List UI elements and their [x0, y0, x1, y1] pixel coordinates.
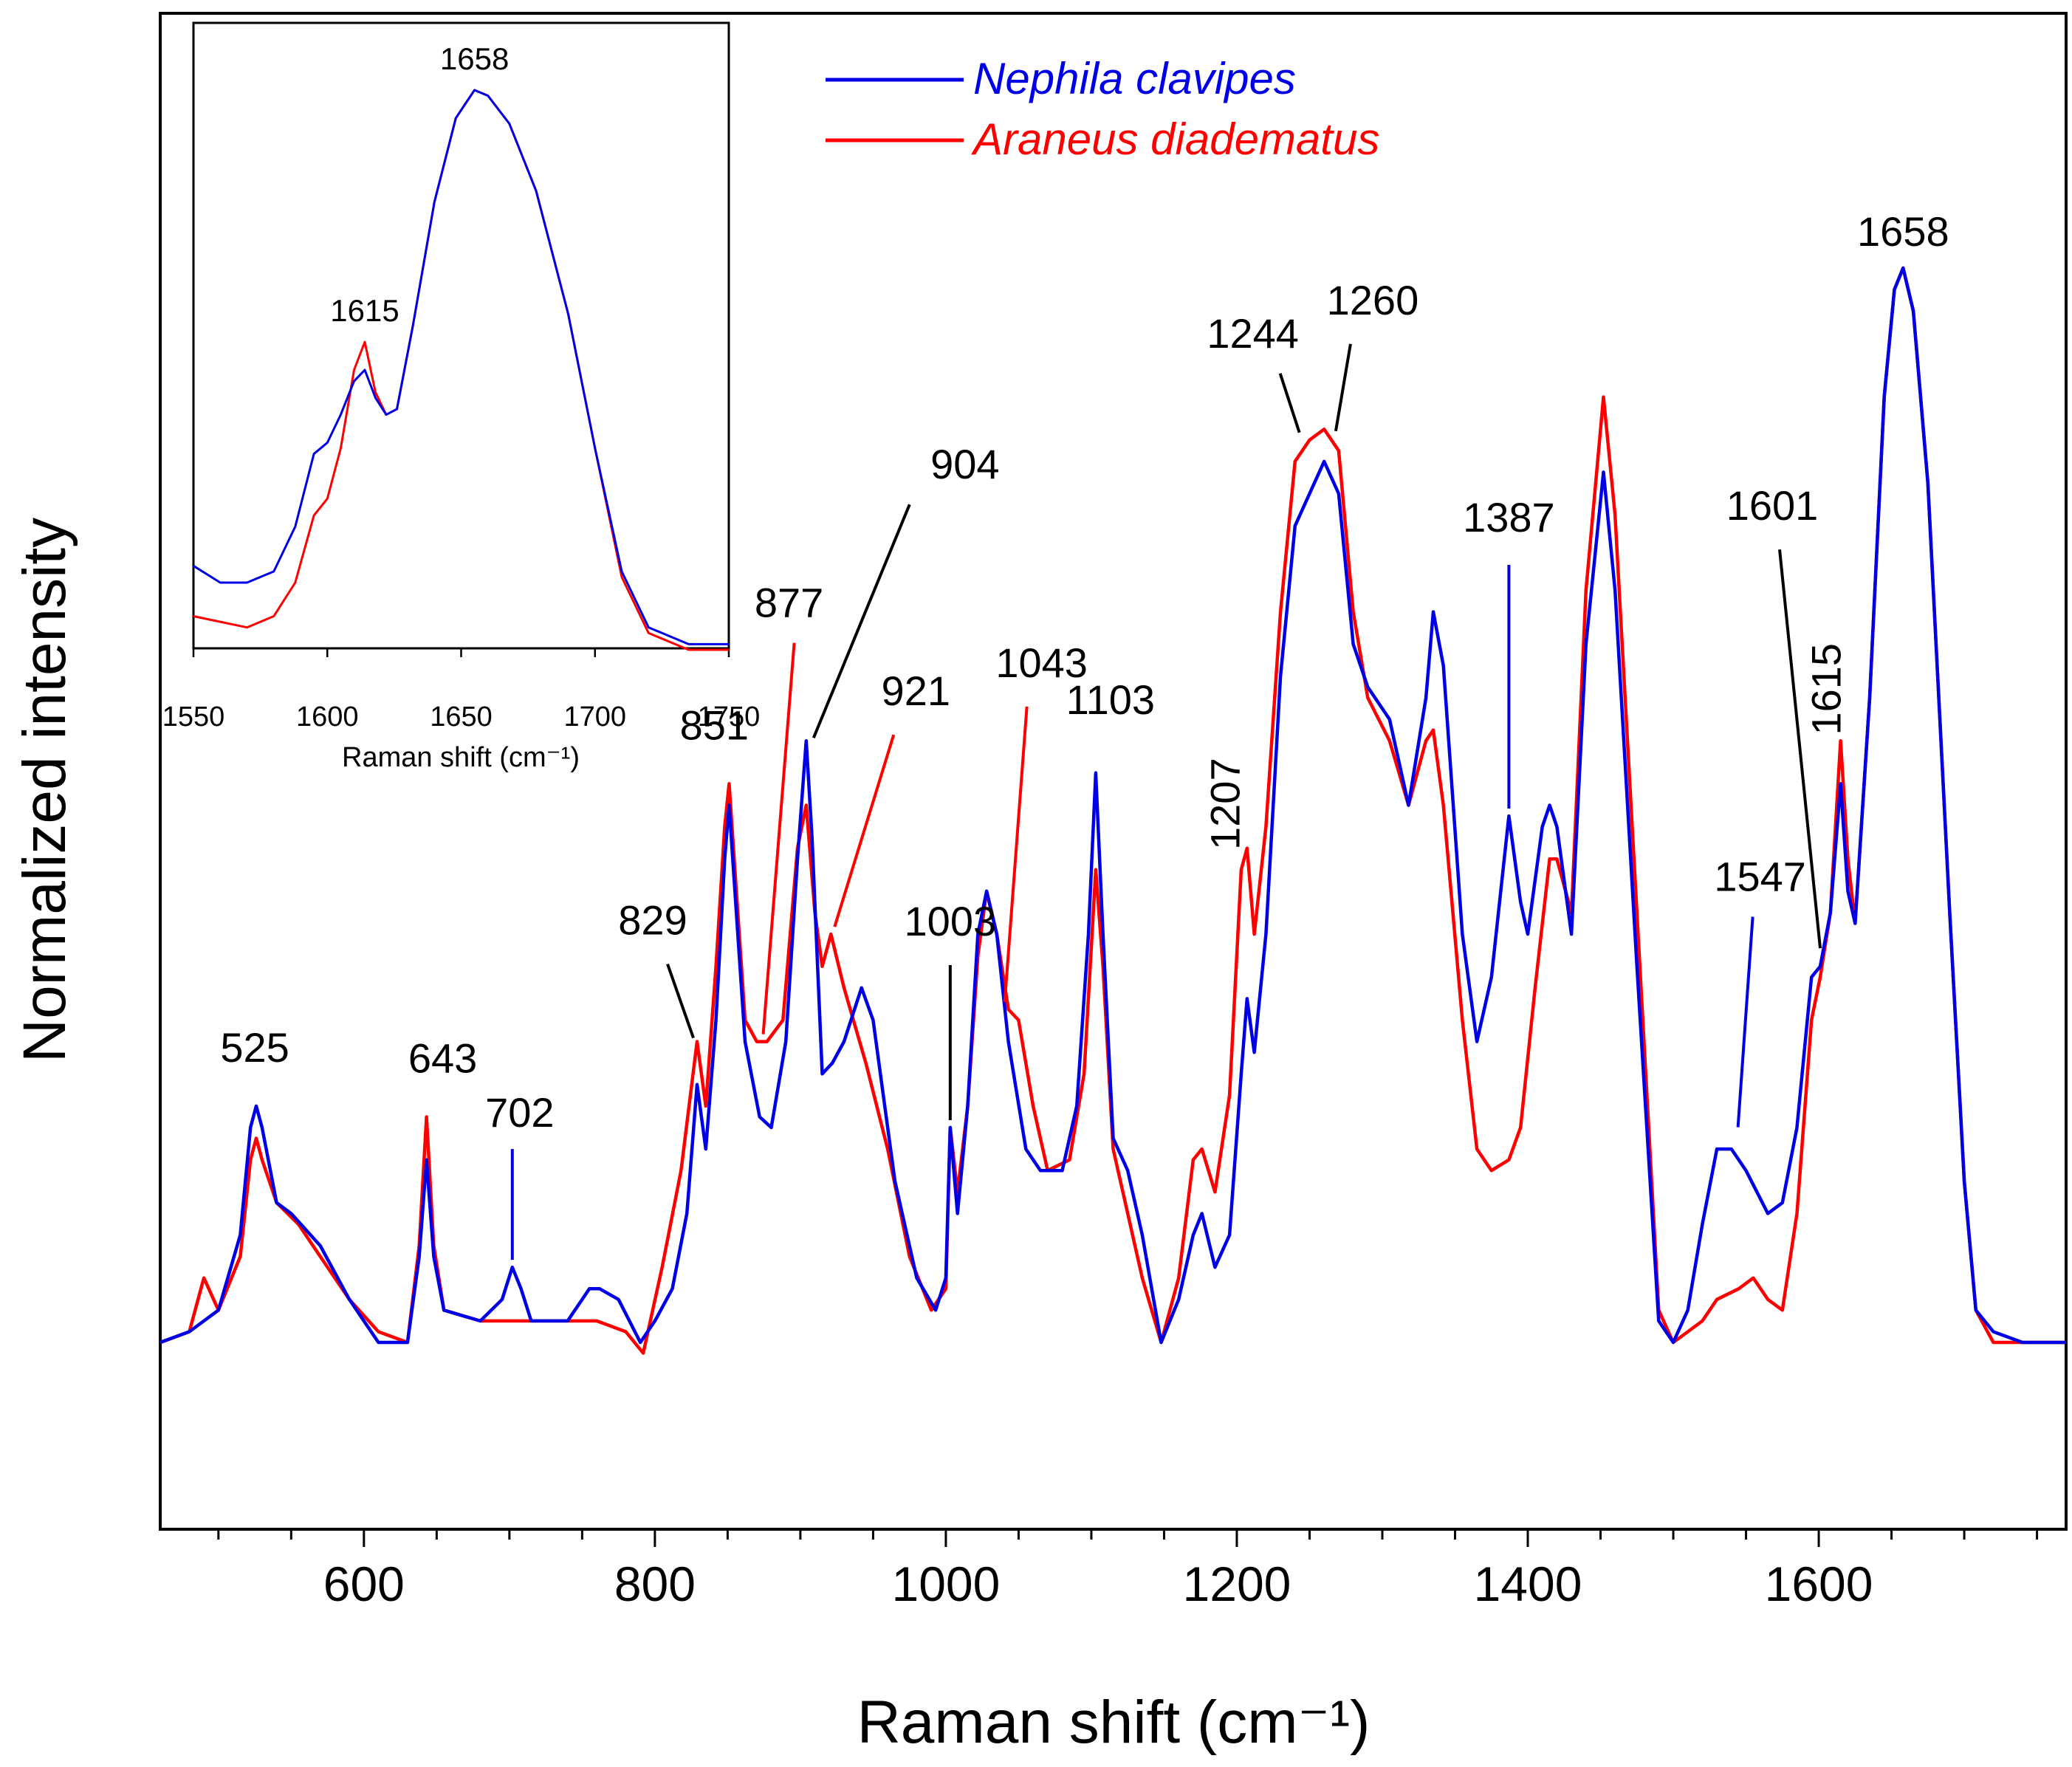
annotation-leader-921 [833, 734, 896, 927]
peak-label-904: 904 [930, 441, 999, 487]
annotation-leader-1244 [1278, 373, 1301, 433]
inset-series-group [193, 89, 729, 651]
peak-label-1003: 1003 [905, 898, 997, 944]
peak-label-1043: 1043 [995, 639, 1088, 686]
x-axis-ticks: 600 800 1000 1200 1400 1600 [217, 1529, 2039, 1611]
inset-frame [192, 21, 730, 650]
x-tick-label: 800 [614, 1557, 696, 1611]
inset-x-axis-label: Raman shift (cm⁻¹) [342, 742, 580, 773]
plot-frame [159, 12, 2068, 1531]
series-line-araneus-diadematus [159, 266, 2066, 1355]
legend: Nephila clavipes Araneus diadematus [826, 54, 1379, 164]
peak-label-1387: 1387 [1463, 494, 1555, 541]
peak-label-1601: 1601 [1726, 482, 1819, 529]
peak-label-829: 829 [618, 897, 687, 944]
x-tick-label: 600 [323, 1557, 405, 1611]
legend-label-araneus: Araneus diadematus [971, 114, 1379, 164]
annotation-leader-829 [666, 963, 695, 1039]
y-axis-label: Normalized intensity [11, 518, 78, 1063]
peak-label-1615: 1615 [1803, 643, 1850, 735]
inset-annotation-group: 1615 1658 [330, 41, 509, 328]
peak-label-877: 877 [755, 580, 823, 626]
x-tick-label: 1000 [892, 1557, 1001, 1611]
inset-x-tick-label: 1650 [430, 701, 493, 732]
peak-label-851: 851 [680, 701, 749, 748]
inset-x-tick-label: 1700 [563, 701, 626, 732]
legend-label-nephila: Nephila clavipes [973, 54, 1296, 103]
inset-x-tick-label: 1600 [296, 701, 359, 732]
annotation-leader-1547 [1736, 916, 1754, 1128]
annotation-leader-877 [761, 642, 796, 1035]
inset-x-tick-label: 1550 [162, 701, 225, 732]
annotation-leader-1601 [1778, 549, 1822, 949]
peak-label-702: 702 [485, 1089, 554, 1136]
series-group [159, 266, 2066, 1355]
inset-series-line-nephila-clavipes [193, 89, 729, 645]
inset-peak-label-1615: 1615 [330, 293, 399, 328]
x-axis-label: Raman shift (cm⁻¹) [857, 1689, 1371, 1756]
peak-label-1260: 1260 [1327, 277, 1419, 323]
x-tick-label: 1400 [1474, 1557, 1582, 1611]
inset-x-tick-label: 1750 [698, 701, 761, 732]
peak-label-1658: 1658 [1857, 208, 1949, 255]
peak-label-1244: 1244 [1207, 310, 1299, 357]
x-tick-label: 1200 [1183, 1557, 1291, 1611]
peak-label-1103: 1103 [1066, 676, 1155, 723]
annotation-leader-904 [812, 504, 911, 738]
peak-label-643: 643 [408, 1035, 477, 1081]
inset-peak-label-1658: 1658 [440, 41, 509, 76]
annotation-leader-1260 [1334, 343, 1352, 432]
peak-label-1547: 1547 [1714, 854, 1806, 900]
series-line-nephila-clavipes [159, 266, 2066, 1345]
peak-label-921: 921 [882, 668, 950, 714]
inset-chart: 1550 1600 1650 1700 1750 1615 1658 Raman shif… [162, 21, 761, 773]
peak-label-525: 525 [220, 1024, 289, 1071]
inset-x-axis-ticks: 1550 1600 1650 1700 1750 [162, 648, 761, 732]
peak-label-1207: 1207 [1202, 758, 1249, 850]
x-tick-label: 1600 [1765, 1557, 1873, 1611]
annotation-leader-1043 [1003, 706, 1029, 1003]
